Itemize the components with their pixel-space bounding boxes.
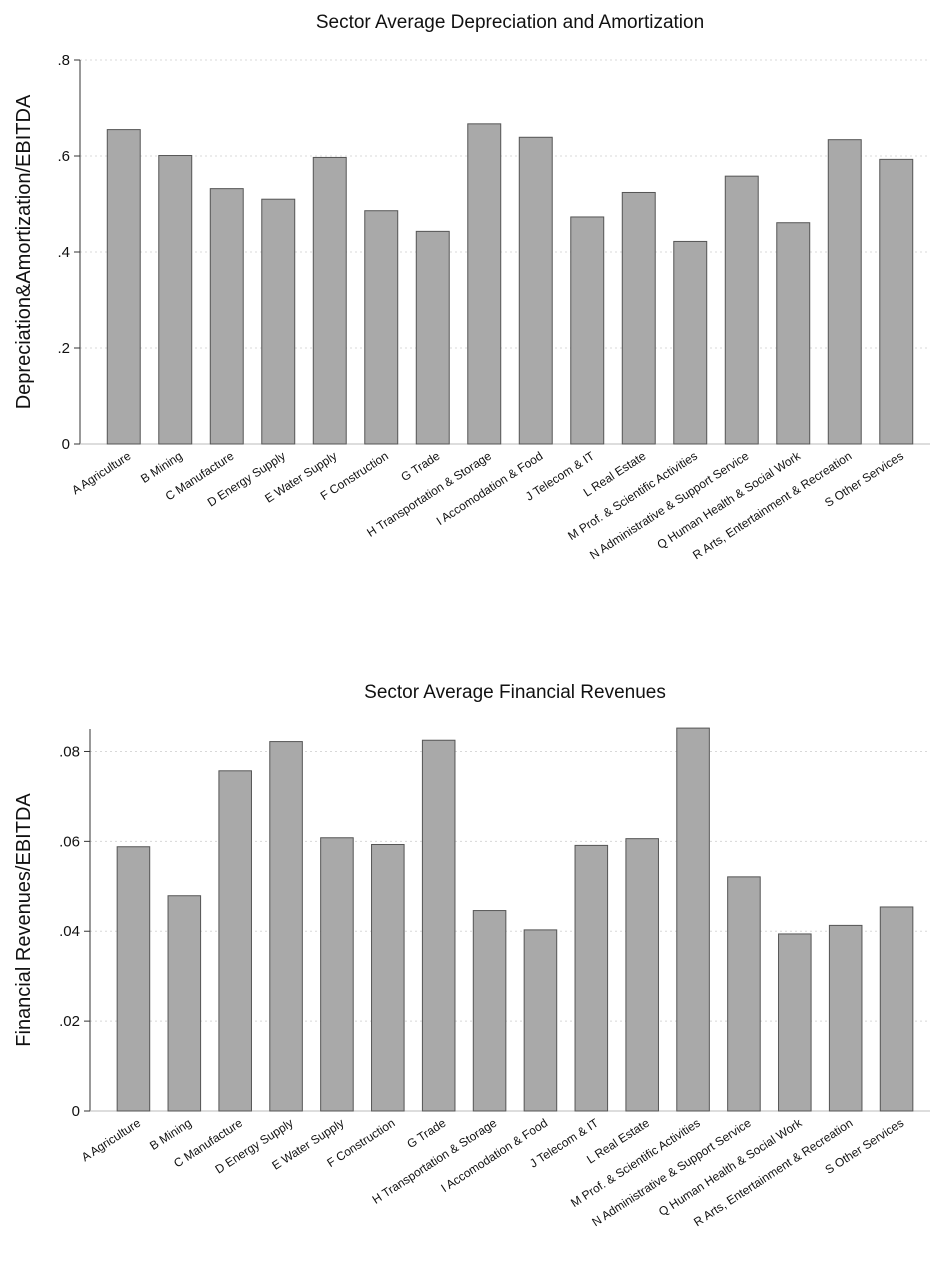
chart2-bar xyxy=(320,837,354,1112)
chart1-bar xyxy=(570,216,605,445)
chart2-bar xyxy=(116,846,151,1112)
chart1-bar xyxy=(724,175,759,445)
chart1-ytick-label: .8 xyxy=(57,52,70,69)
chart1-bar xyxy=(261,198,296,445)
chart1-bar xyxy=(879,158,914,445)
chart2-ytick-label: 0 xyxy=(72,1103,80,1120)
chart2-title: Sector Average Financial Revenues xyxy=(364,682,666,703)
chart2-bar xyxy=(727,876,761,1112)
chart2-bar xyxy=(371,843,405,1112)
chart2-bar xyxy=(472,910,507,1112)
chart2-bar xyxy=(574,844,609,1112)
chart1-bar xyxy=(209,188,244,445)
chart2-ytick-label: .04 xyxy=(59,923,80,940)
chart2-bar xyxy=(421,739,456,1112)
chart1-bar xyxy=(467,123,502,445)
chart2-bar xyxy=(676,727,710,1112)
bar-chart-1: Sector Average Depreciation and Amortiza… xyxy=(13,12,930,562)
chart2-bar xyxy=(218,770,252,1112)
chart2-ytick-label: .08 xyxy=(59,743,80,760)
chart2-ytick-label: .02 xyxy=(59,1013,80,1030)
chart1-bar xyxy=(158,155,193,445)
chart2-bar xyxy=(269,741,303,1112)
chart1-ytick-label: .6 xyxy=(57,148,70,165)
chart1-bar xyxy=(776,222,811,445)
chart2-bar xyxy=(625,838,659,1112)
chart1-bar xyxy=(673,240,708,445)
chart1-bar xyxy=(621,191,656,445)
chart1-xtick-label: G Trade xyxy=(398,449,442,485)
chart1-ytick-label: .4 xyxy=(57,244,70,261)
bar-chart-2: Sector Average Financial Revenues Financi… xyxy=(13,682,930,1229)
chart2-xtick-label: G Trade xyxy=(404,1116,448,1152)
chart2-bar xyxy=(828,924,863,1112)
chart1-ytick-label: .2 xyxy=(57,340,70,357)
chart1-bar xyxy=(415,230,450,445)
chart1-xtick-label: B Mining xyxy=(138,449,185,486)
chart2-ytick-label: .06 xyxy=(59,833,80,850)
chart2-bar xyxy=(523,929,558,1112)
chart1-bar xyxy=(827,139,862,445)
chart1-title: Sector Average Depreciation and Amortiza… xyxy=(316,12,704,33)
chart-depreciation-amortization: Sector Average Depreciation and Amortiza… xyxy=(13,12,930,562)
chart1-bar xyxy=(364,210,399,445)
chart2-ylabel: Financial Revenues/EBITDA xyxy=(13,793,35,1047)
chart2-bar xyxy=(167,895,202,1112)
chart-financial-revenues: Sector Average Financial Revenues Financi… xyxy=(0,668,938,1279)
chart1-ytick-label: 0 xyxy=(62,436,70,453)
chart1-bar xyxy=(518,136,553,445)
chart1-xtick-label: A Agriculture xyxy=(69,449,133,498)
chart2-bar xyxy=(778,933,812,1112)
chart2-xtick-label: A Agriculture xyxy=(79,1116,143,1165)
chart1-bar xyxy=(106,129,141,445)
chart1-bar xyxy=(312,156,347,445)
chart2-bar xyxy=(879,906,914,1112)
chart1-ylabel: Depreciation&Amortization/EBITDA xyxy=(13,94,35,409)
